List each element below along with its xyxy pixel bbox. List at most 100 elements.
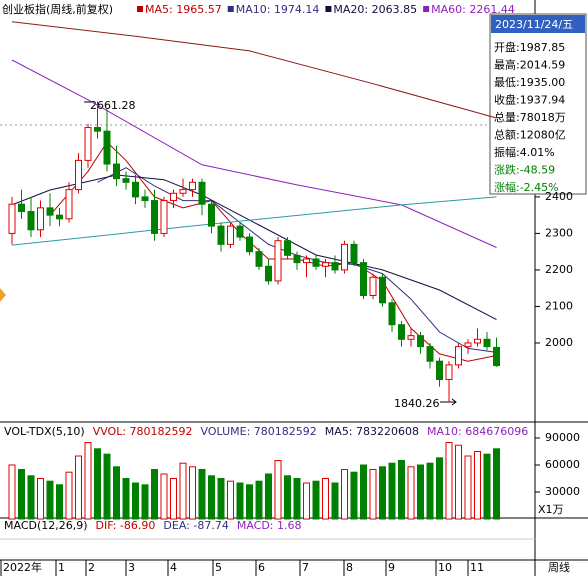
- volume-bar: [170, 478, 177, 520]
- volume-bar: [436, 457, 443, 520]
- candle-body: [217, 225, 225, 245]
- volume-bar: [37, 478, 44, 520]
- legend-label: MA20: 2063.85: [333, 3, 417, 16]
- volume-header: VOL-TDX(5,10): [4, 425, 85, 438]
- info-box: [489, 13, 587, 195]
- candle-body: [445, 364, 453, 380]
- volume-bar: [322, 478, 329, 520]
- x-tick-label: 8: [346, 561, 353, 574]
- candle-body: [493, 346, 500, 367]
- volume-bar: [360, 464, 367, 520]
- legend-label: MA60: 2261.44: [431, 3, 515, 16]
- ma-line: [11, 174, 497, 321]
- volume-header: MA10: 684676096: [427, 425, 528, 438]
- candle-body: [75, 159, 82, 191]
- x-tick-label: 9: [388, 561, 395, 574]
- volume-bar: [474, 451, 481, 520]
- low-label: 1840.26: [394, 397, 440, 410]
- volume-bar: [464, 455, 472, 520]
- volume-bar: [103, 453, 111, 520]
- volume-header: VVOL: 780182592: [93, 425, 193, 438]
- volume-bar: [407, 466, 415, 520]
- volume-bar: [255, 480, 263, 520]
- info-row: 涨幅:-2.45%: [494, 181, 559, 194]
- candle-body: [312, 258, 320, 267]
- volume-bar: [483, 453, 491, 520]
- x-tick-label: 2022年: [3, 560, 42, 574]
- ma-line: [11, 21, 497, 119]
- macd-header: MACD: 1.68: [237, 519, 302, 532]
- candle-body: [265, 265, 272, 282]
- candle-body: [246, 236, 253, 253]
- volume-bar: [379, 466, 386, 520]
- volume-bar: [417, 464, 424, 520]
- volume-bar: [455, 444, 462, 520]
- x-tick-label: 3: [128, 561, 135, 574]
- y-tick-label: 2200: [545, 263, 573, 276]
- volume-bar: [84, 442, 92, 520]
- info-date: 2023/11/24/五: [495, 18, 573, 31]
- volume-header: MA5: 783220608: [325, 425, 419, 438]
- info-row: 涨跌:-48.59: [494, 163, 555, 177]
- info-row: 总量:78018万: [494, 110, 566, 124]
- candle-body: [189, 181, 196, 191]
- ma-line: [11, 196, 497, 246]
- volume-bar: [303, 482, 310, 520]
- volume-bar: [274, 460, 282, 520]
- candle-body: [236, 225, 244, 238]
- volume-bar: [75, 455, 82, 520]
- volume-bar: [246, 484, 253, 520]
- candle-body: [284, 240, 291, 256]
- candle-body: [369, 276, 377, 296]
- volume-bar: [236, 482, 244, 520]
- volume-bar: [141, 484, 149, 520]
- ma-line: [11, 59, 497, 248]
- x-tick-label: 11: [470, 561, 484, 574]
- candle-body: [455, 346, 462, 366]
- info-row: 振幅:4.01%: [494, 145, 555, 159]
- candle-body: [341, 243, 348, 271]
- candle-body: [122, 178, 130, 183]
- x-tick-label: 10: [438, 561, 452, 574]
- candle-body: [84, 127, 92, 161]
- volume-bar: [227, 480, 234, 520]
- candle-body: [65, 189, 73, 220]
- candle-body: [350, 243, 358, 264]
- x-tick-label: 5: [215, 561, 222, 574]
- macd-header: MACD(12,26,9): [4, 519, 88, 532]
- volume-bar: [65, 471, 73, 520]
- candle-body: [208, 203, 215, 227]
- candle-body: [436, 360, 443, 380]
- candle-body: [18, 203, 25, 213]
- candle-body: [388, 302, 396, 326]
- volume-bar: [331, 482, 339, 520]
- volume-bar: [122, 478, 130, 520]
- macd-header: DIF: -86.90: [96, 519, 156, 532]
- candle-body: [179, 189, 187, 194]
- x-tick-label: 6: [258, 561, 265, 574]
- scroll-marker: [0, 288, 6, 302]
- volume-bar: [198, 469, 206, 520]
- candle-body: [398, 324, 405, 340]
- info-header: [491, 15, 585, 33]
- volume-bar: [341, 469, 348, 520]
- volume-bar: [179, 462, 187, 520]
- candle-body: [8, 203, 16, 234]
- volume-tick-label: 30000: [545, 485, 580, 498]
- legend-label: MA5: 1965.57: [145, 3, 222, 16]
- x-tick-label: 4: [170, 561, 177, 574]
- candle-body: [170, 192, 177, 202]
- candle-body: [464, 342, 472, 348]
- volume-bar: [493, 448, 500, 520]
- candle-body: [198, 181, 206, 205]
- volume-bar: [151, 469, 158, 520]
- candle-body: [227, 225, 234, 245]
- volume-bar: [18, 469, 25, 520]
- volume-bar: [350, 471, 358, 520]
- candle-body: [255, 251, 263, 267]
- candle-body: [94, 127, 101, 132]
- candle-body: [37, 207, 44, 231]
- info-row: 最高:2014.59: [494, 58, 565, 72]
- volume-bar: [132, 482, 139, 520]
- volume-bar: [217, 478, 225, 520]
